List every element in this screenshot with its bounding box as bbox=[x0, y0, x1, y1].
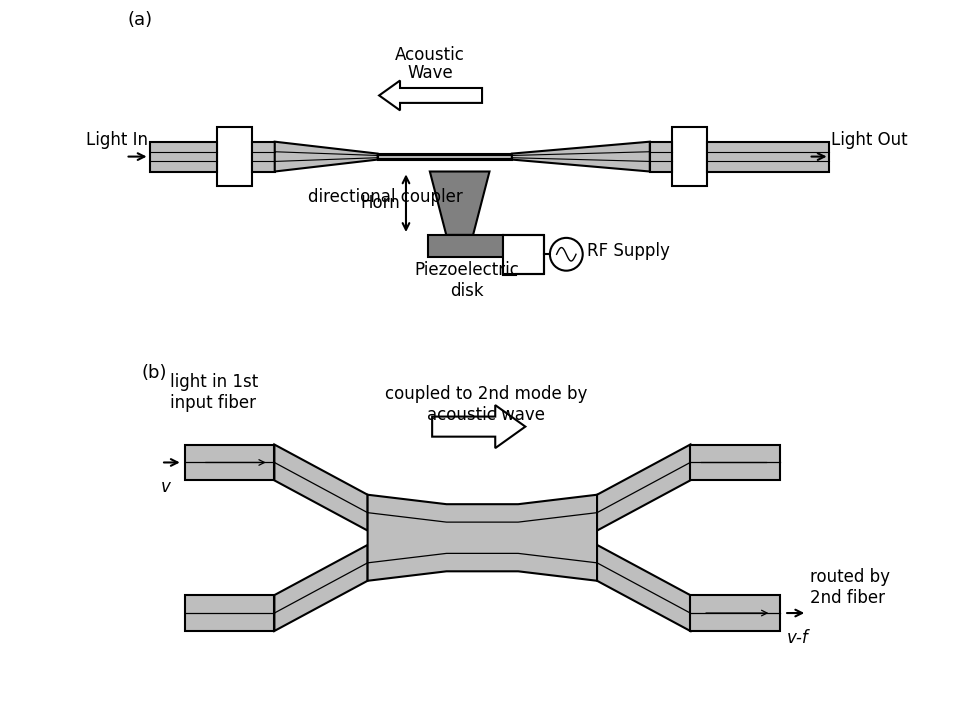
Polygon shape bbox=[597, 445, 689, 531]
Bar bbox=[649, 142, 672, 171]
Polygon shape bbox=[597, 545, 689, 631]
Bar bbox=[185, 445, 274, 480]
Text: (b): (b) bbox=[142, 364, 167, 382]
Text: light in 1st
input fiber: light in 1st input fiber bbox=[170, 373, 258, 412]
Text: Acoustic: Acoustic bbox=[394, 46, 465, 64]
Text: RF Supply: RF Supply bbox=[587, 242, 669, 260]
Polygon shape bbox=[274, 545, 367, 631]
Bar bbox=[217, 127, 252, 186]
Text: Horn: Horn bbox=[360, 194, 400, 212]
Bar bbox=[378, 153, 511, 160]
Text: v-f: v-f bbox=[786, 629, 808, 647]
Polygon shape bbox=[431, 405, 525, 448]
Polygon shape bbox=[429, 171, 489, 235]
Text: v: v bbox=[161, 478, 171, 496]
Bar bbox=[706, 142, 828, 171]
Bar bbox=[672, 127, 706, 186]
Bar bbox=[689, 595, 779, 631]
Polygon shape bbox=[275, 142, 378, 171]
Text: Light In: Light In bbox=[86, 131, 148, 149]
Polygon shape bbox=[274, 445, 367, 531]
Polygon shape bbox=[378, 80, 481, 110]
Bar bbox=[252, 142, 275, 171]
Text: Light Out: Light Out bbox=[830, 131, 907, 149]
Text: routed by
2nd fiber: routed by 2nd fiber bbox=[809, 569, 889, 607]
Polygon shape bbox=[511, 142, 649, 171]
Polygon shape bbox=[503, 235, 544, 275]
Bar bbox=[150, 142, 217, 171]
Text: (a): (a) bbox=[128, 11, 153, 29]
Text: coupled to 2nd mode by
acoustic wave: coupled to 2nd mode by acoustic wave bbox=[384, 385, 587, 424]
Circle shape bbox=[550, 238, 582, 271]
Text: directional coupler: directional coupler bbox=[307, 188, 462, 206]
Bar bbox=[185, 595, 274, 631]
Text: Piezoelectric
disk: Piezoelectric disk bbox=[415, 261, 519, 300]
Bar bbox=[428, 235, 503, 257]
Bar bbox=[689, 445, 779, 480]
Text: Wave: Wave bbox=[407, 64, 452, 82]
Polygon shape bbox=[367, 495, 597, 581]
